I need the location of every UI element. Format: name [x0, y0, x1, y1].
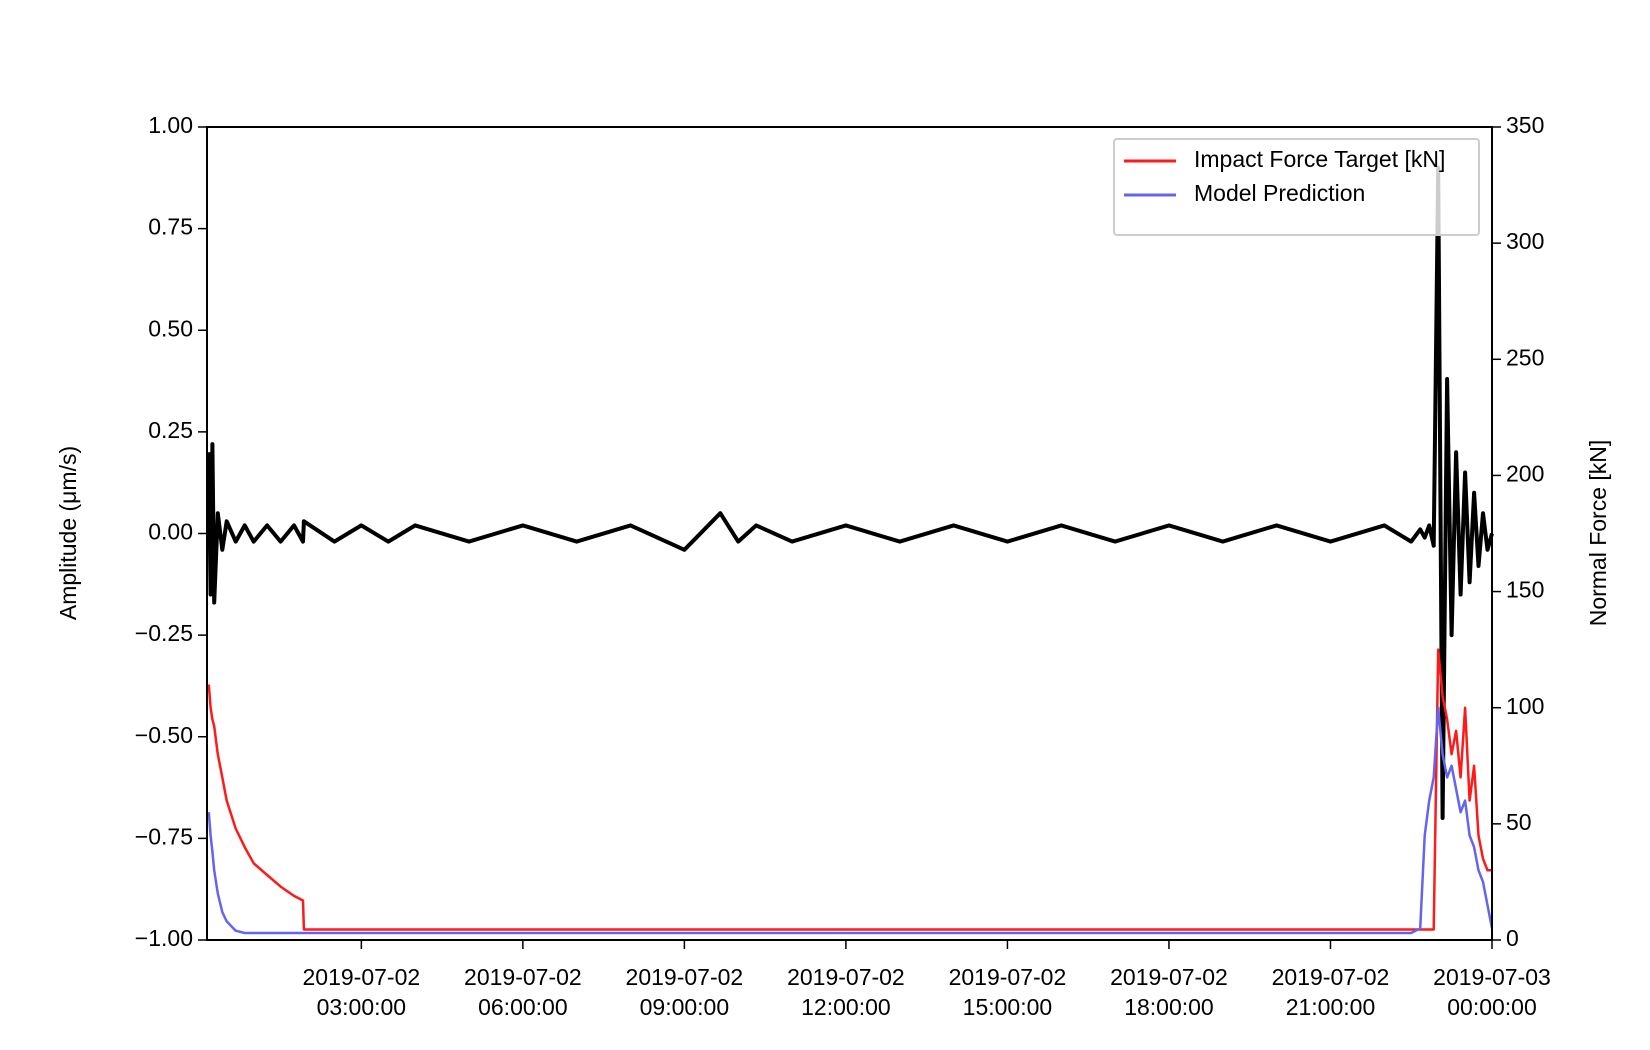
- series-line: [206, 165, 1494, 820]
- x-tick-label: 2019-07-03 00:00:00: [1433, 964, 1551, 1020]
- y2-tick-label: 300: [1506, 228, 1544, 254]
- y2-tick-label: 50: [1506, 809, 1532, 835]
- plot-frame: [206, 126, 1493, 941]
- x-tick-label: 2019-07-02 06:00:00: [464, 964, 582, 1020]
- y-tick-label: −0.25: [135, 620, 193, 646]
- x-tick-label: 2019-07-02 15:00:00: [948, 964, 1067, 1020]
- y-tick-label: −1.00: [135, 925, 193, 951]
- y-tick-label: 0.25: [148, 417, 193, 443]
- y-tick-label: 0.50: [148, 315, 193, 341]
- x-tick-label: 2019-07-02 21:00:00: [1271, 964, 1390, 1020]
- x-tick-label: 2019-07-02 12:00:00: [787, 964, 905, 1020]
- y-tick-label: −0.75: [135, 823, 193, 849]
- y-tick-label: 0.00: [148, 519, 193, 545]
- legend-label: Impact Force Target [kN]: [1194, 146, 1445, 172]
- y-axis-label: Amplitude (μm/s): [55, 446, 81, 620]
- y2-tick-label: 150: [1506, 577, 1544, 603]
- y-tick-label: 1.00: [148, 112, 193, 138]
- y-tick-label: −0.50: [135, 722, 193, 748]
- series-line: [207, 706, 1494, 935]
- y2-tick-label: 250: [1506, 344, 1544, 370]
- legend-box: [1113, 138, 1480, 236]
- y2-tick-label: 200: [1506, 461, 1544, 487]
- x-tick-label: 2019-07-02 09:00:00: [625, 964, 744, 1020]
- y2-tick-label: 0: [1506, 925, 1519, 951]
- series-line: [207, 648, 1492, 931]
- x-tick-label: 2019-07-02 03:00:00: [302, 964, 421, 1020]
- y2-axis-label: Normal Force [kN]: [1585, 440, 1611, 627]
- y2-tick-label: 350: [1506, 112, 1544, 138]
- x-tick-label: 2019-07-02 18:00:00: [1110, 964, 1228, 1020]
- legend-label: Model Prediction: [1194, 180, 1365, 206]
- y-tick-label: 0.75: [148, 214, 193, 240]
- y2-tick-label: 100: [1506, 693, 1544, 719]
